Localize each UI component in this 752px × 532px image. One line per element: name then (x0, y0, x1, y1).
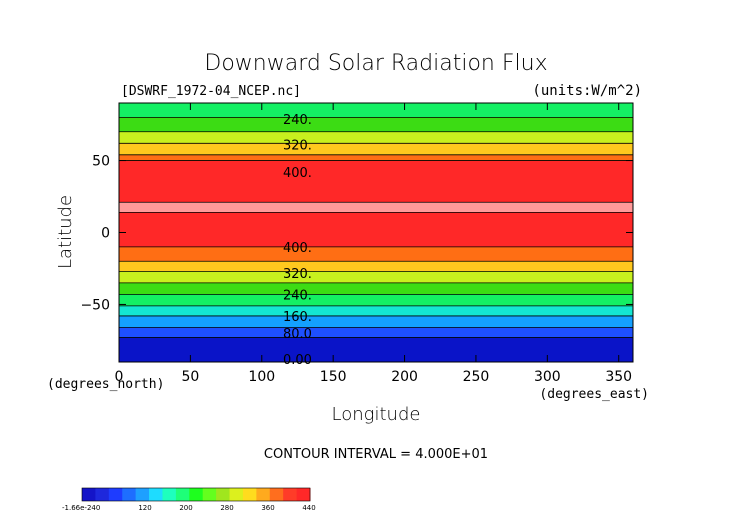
y-tick-label-0: 50 (92, 154, 110, 170)
x-tick-label-1: 50 (181, 369, 199, 385)
x-axis-label: Longitude (332, 404, 421, 425)
band-9 (119, 261, 633, 272)
x-tick-label-7: 350 (605, 369, 632, 385)
x-tick-label-4: 200 (391, 369, 418, 385)
x-tick-label-3: 150 (320, 369, 347, 385)
colorbar-labels: -1.66e-240 120 200 280 360 440 (62, 504, 316, 512)
contour-lines (119, 116, 633, 338)
colorbar-label-2: 200 (179, 504, 192, 512)
heatmap-bands (119, 103, 633, 362)
x-tick-label-6: 300 (534, 369, 561, 385)
band-15 (119, 327, 633, 338)
x-tick-label-0: 0 (115, 369, 124, 385)
band-2 (119, 131, 633, 144)
contour-interval: CONTOUR INTERVAL = 4.000E+01 (264, 447, 488, 462)
colorbar-swatch-16 (296, 488, 311, 501)
contour-label-4: 320. (283, 267, 312, 282)
contour-label-5: 240. (283, 288, 312, 303)
units-label: (units:W/m^2) (532, 83, 642, 99)
colorbar-swatch-1 (95, 488, 110, 501)
colorbar-swatch-15 (283, 488, 298, 501)
band-6 (119, 202, 633, 213)
band-13 (119, 305, 633, 316)
y-unit-label: (degrees_north) (47, 377, 164, 392)
colorbar-label-4: 360 (261, 504, 274, 512)
y-tick-label-1: 0 (101, 226, 110, 242)
colorbar-swatch-3 (122, 488, 137, 501)
colorbar-swatch-6 (162, 488, 177, 501)
colorbar-swatch-13 (256, 488, 271, 501)
colorbar (81, 487, 311, 502)
file-label: [DSWRF_1972-04_NCEP.nc] (121, 84, 301, 99)
band-12 (119, 294, 633, 306)
contour-label-0: 240. (283, 113, 312, 128)
colorbar-frame (81, 487, 311, 502)
band-5 (119, 160, 633, 203)
colorbar-label-3: 280 (220, 504, 233, 512)
colorbar-swatch-9 (202, 488, 217, 501)
contour-label-1: 320. (283, 139, 312, 154)
colorbar-label-1: 120 (138, 504, 151, 512)
contour-labels: 240. 320. 400. 400. 320. 240. 160. 80.0 0.00 (283, 113, 312, 368)
band-8 (119, 246, 633, 262)
colorbar-swatch-8 (189, 488, 204, 501)
band-3 (119, 143, 633, 155)
band-7 (119, 212, 633, 247)
x-tick-label-5: 250 (463, 369, 490, 385)
band-14 (119, 315, 633, 328)
colorbar-label-0: -1.66e-240 (62, 504, 100, 512)
axis-ticks (118, 103, 633, 362)
x-tick-label-2: 100 (248, 369, 275, 385)
band-4 (119, 154, 633, 161)
band-11 (119, 282, 633, 295)
band-1 (119, 117, 633, 132)
x-tick-labels: 0 50 100 150 200 250 300 350 (115, 369, 633, 385)
y-tick-labels: 50 0 −50 (80, 154, 110, 314)
colorbar-swatch-0 (82, 488, 96, 501)
colorbar-swatch-11 (229, 488, 244, 501)
band-16 (119, 337, 633, 362)
band-0 (119, 103, 633, 118)
colorbar-swatch-2 (108, 488, 123, 501)
colorbar-swatch-14 (269, 488, 284, 501)
y-tick-label-2: −50 (80, 297, 110, 313)
contour-label-6: 160. (283, 310, 312, 325)
colorbar-swatch-7 (175, 488, 190, 501)
contour-label-8: 0.00 (283, 353, 312, 368)
colorbar-swatch-10 (216, 488, 231, 501)
band-10 (119, 271, 633, 283)
contour-label-3: 400. (283, 241, 312, 256)
colorbar-swatch-4 (135, 488, 150, 501)
y-axis-label: Latitude (55, 195, 76, 269)
contour-label-2: 400. (283, 166, 312, 181)
colorbar-label-5: 440 (302, 504, 315, 512)
colorbar-swatch-5 (149, 488, 163, 501)
chart-title: Downward Solar Radiation Flux (204, 51, 547, 76)
x-unit-label: (degrees_east) (539, 387, 649, 402)
colorbar-swatch-12 (242, 488, 257, 501)
contour-label-7: 80.0 (283, 327, 312, 342)
